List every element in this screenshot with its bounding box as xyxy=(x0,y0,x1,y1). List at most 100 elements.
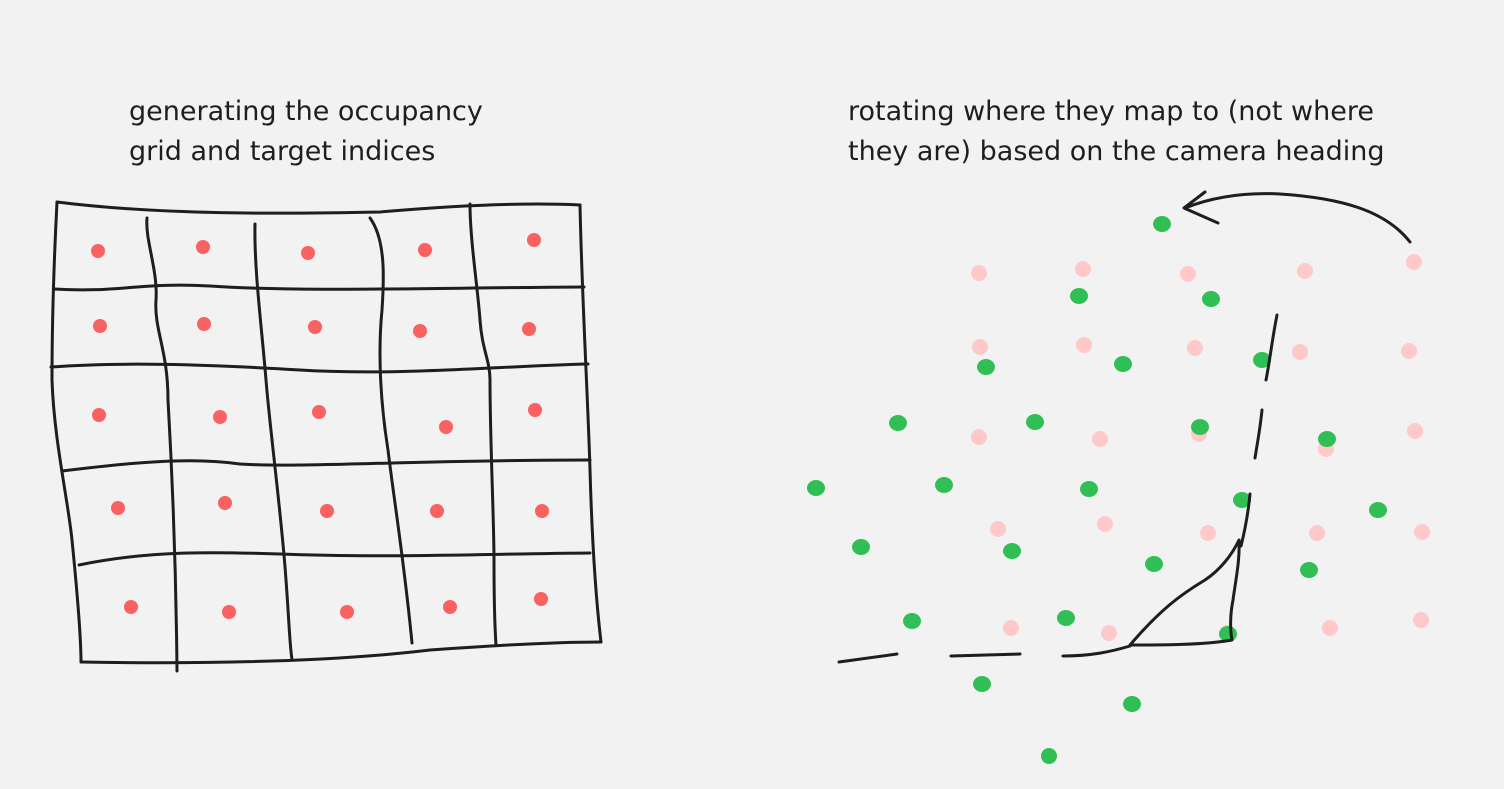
original-dot xyxy=(1292,344,1308,360)
grid-border-bottom xyxy=(79,640,603,665)
original-dot xyxy=(1407,423,1423,439)
rotated-dot xyxy=(1080,481,1098,497)
original-dot xyxy=(971,265,987,281)
rotated-dot xyxy=(1233,492,1251,508)
target-dot xyxy=(439,420,453,434)
target-dot xyxy=(111,501,125,515)
rotated-dot xyxy=(1026,414,1044,430)
dashed-axis-vertical xyxy=(1264,313,1279,382)
target-dot xyxy=(301,246,315,260)
target-dots xyxy=(91,233,549,619)
rotated-dot xyxy=(1153,216,1171,232)
dashed-axis-vertical xyxy=(1239,492,1252,548)
heading-angle-triangle xyxy=(1128,538,1241,647)
target-dot xyxy=(443,600,457,614)
rotated-dot xyxy=(977,359,995,375)
rotated-dot xyxy=(1070,288,1088,304)
rotated-dot xyxy=(1191,419,1209,435)
rotation-arrow-curve xyxy=(1183,192,1412,244)
original-dot xyxy=(1187,340,1203,356)
target-dot xyxy=(312,405,326,419)
target-dot xyxy=(124,600,138,614)
original-position-dots xyxy=(971,254,1430,641)
target-dot xyxy=(534,592,548,606)
target-dot xyxy=(430,504,444,518)
original-dot xyxy=(1309,525,1325,541)
original-dot xyxy=(1414,524,1430,540)
rotated-dot xyxy=(935,477,953,493)
original-dot xyxy=(1406,254,1422,270)
dashed-axis-horizontal xyxy=(949,652,1022,658)
rotation-arrow xyxy=(1182,190,1412,244)
original-dot xyxy=(1322,620,1338,636)
original-dot xyxy=(972,339,988,355)
target-dot xyxy=(527,233,541,247)
grid-border-right xyxy=(578,203,603,644)
grid-col-line-3 xyxy=(368,216,414,645)
dashed-axis-vertical xyxy=(1253,408,1264,460)
target-dot xyxy=(197,317,211,331)
rotated-dot xyxy=(973,676,991,692)
rotated-mapping-dots xyxy=(807,216,1387,764)
target-dot xyxy=(535,504,549,518)
rotated-dot xyxy=(1114,356,1132,372)
grid-col-line-4 xyxy=(468,202,498,647)
original-dot xyxy=(1180,266,1196,282)
original-dot xyxy=(990,521,1006,537)
original-dot xyxy=(1097,516,1113,532)
rotated-dot xyxy=(1003,543,1021,559)
target-dot xyxy=(218,496,232,510)
dashed-axis-horizontal xyxy=(837,652,899,664)
original-dot xyxy=(1200,525,1216,541)
original-dot xyxy=(1101,625,1117,641)
grid-row-line-4 xyxy=(77,551,592,567)
occupancy-grid xyxy=(49,200,603,673)
target-dot xyxy=(522,322,536,336)
target-dot xyxy=(528,403,542,417)
original-dot xyxy=(1297,263,1313,279)
grid-border-top xyxy=(55,200,582,215)
rotated-axes xyxy=(837,313,1279,664)
target-dot xyxy=(340,605,354,619)
original-dot xyxy=(1076,337,1092,353)
rotated-dot xyxy=(1202,291,1220,307)
original-dot xyxy=(1413,612,1429,628)
target-dot xyxy=(196,240,210,254)
grid-row-line-2 xyxy=(49,362,590,374)
grid-row-line-1 xyxy=(52,283,586,292)
arrowhead-icon xyxy=(1182,190,1220,225)
rotation-caption: rotating where they map to (not where th… xyxy=(848,96,1385,167)
dashed-axis-horizontal xyxy=(1061,644,1132,658)
target-dot xyxy=(320,504,334,518)
original-dot xyxy=(1401,343,1417,359)
original-dot xyxy=(1075,261,1091,277)
rotated-dot xyxy=(1145,556,1163,572)
target-dot xyxy=(418,243,432,257)
rotated-dot xyxy=(1041,748,1057,764)
rotated-dot xyxy=(1253,352,1271,368)
rotated-dot xyxy=(852,539,870,555)
target-dot xyxy=(413,324,427,338)
rotated-dot xyxy=(903,613,921,629)
grid-row-line-3 xyxy=(60,458,592,473)
target-dot xyxy=(308,320,322,334)
grid-col-line-1 xyxy=(145,216,179,673)
target-dot xyxy=(91,244,105,258)
grid-border-left xyxy=(50,200,83,664)
rotated-dot xyxy=(1057,610,1075,626)
rotated-dot xyxy=(1318,431,1336,447)
target-dot xyxy=(213,410,227,424)
target-dot xyxy=(92,408,106,422)
grid-col-line-2 xyxy=(253,222,294,661)
original-dot xyxy=(971,429,987,445)
occupancy-grid-caption: generating the occupancy grid and target… xyxy=(129,96,483,167)
target-dot xyxy=(93,319,107,333)
original-dot xyxy=(1003,620,1019,636)
target-dot xyxy=(222,605,236,619)
rotated-dot xyxy=(807,480,825,496)
rotated-dot xyxy=(1300,562,1318,578)
original-dot xyxy=(1092,431,1108,447)
rotated-dot xyxy=(1369,502,1387,518)
